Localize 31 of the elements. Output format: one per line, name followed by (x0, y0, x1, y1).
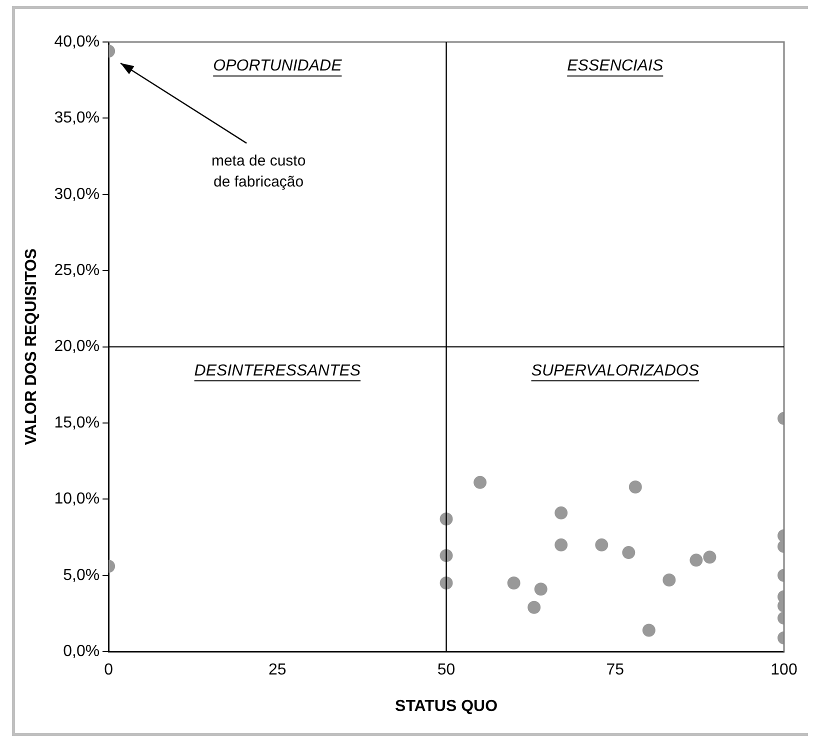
x-tick-label: 0 (104, 662, 114, 679)
y-tick-label: 20,0% (54, 338, 100, 356)
x-tick-label: 25 (268, 662, 286, 679)
point (622, 546, 636, 560)
x-tick-label: 75 (606, 662, 624, 679)
annotation: meta de custo de fabricação (211, 152, 306, 190)
point (534, 582, 548, 596)
y-tick-label: 0,0% (63, 643, 100, 660)
annotation: ESSENCIAIS (567, 57, 664, 74)
point (507, 576, 520, 590)
y-tick-label: 35,0% (54, 110, 100, 127)
x-axis-title: STATUS QUO (395, 698, 498, 715)
point (474, 476, 487, 489)
point (528, 600, 541, 614)
y-axis-title: VALOR DOS REQUISITOS (23, 248, 40, 446)
y-tick-label: 40,0% (54, 33, 100, 50)
x-tick-label: 100 (770, 662, 798, 679)
annotation: OPORTUNIDADE (213, 57, 342, 74)
point (628, 480, 642, 494)
y-tick-label: 10,0% (54, 490, 100, 508)
y-tick-label: 30,0% (54, 186, 100, 203)
y-tick-label: 5,0% (63, 566, 100, 584)
point (642, 624, 656, 637)
x-tick-label: 50 (437, 662, 456, 679)
point (554, 506, 568, 520)
y-tick-label: 15,0% (54, 414, 100, 432)
annotation: SUPERVALORIZADOS (531, 362, 700, 380)
y-tick-label: 25,0% (54, 262, 100, 280)
annotation: DESINTERESSANTES (194, 362, 361, 380)
point (595, 538, 608, 552)
point (554, 538, 568, 552)
